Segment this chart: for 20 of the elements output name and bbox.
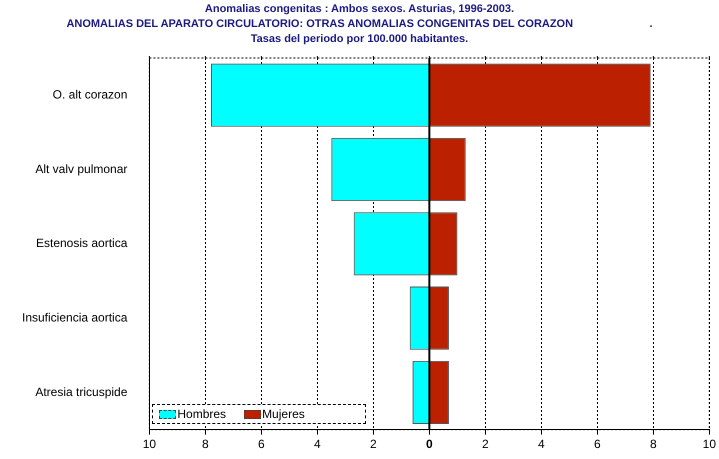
legend-label: Hombres <box>176 406 226 421</box>
y-tick-label: O. alt corazon <box>52 87 128 102</box>
y-tick-label: Estenosis aortica <box>36 236 128 250</box>
x-tick-label: 6 <box>258 437 266 452</box>
y-tick-label: Alt valv pulmonar <box>35 162 128 176</box>
x-tick-label: 10 <box>702 437 716 452</box>
chart-subtitle: ANOMALIAS DEL APARATO CIRCULATORIO: OTRAS ANOMALIAS CONGENITAS DEL CORAZON . Tasas del periodo por 100.000 habitantes. <box>65 17 654 47</box>
x-tick-label: 2 <box>370 437 378 452</box>
chart-title: Anomalias congenitas : Ambos sexos. Asturias, 1996-2003. <box>204 2 516 17</box>
x-tick-label: 2 <box>482 437 490 452</box>
x-tick-label: 0 <box>426 437 434 452</box>
legend-label: Mujeres <box>261 406 305 421</box>
x-tick-label: 4 <box>314 437 322 452</box>
y-tick-label: Insuficiencia aortica <box>22 310 128 324</box>
y-tick-label: Atresia tricuspide <box>35 384 128 399</box>
x-tick-label: 8 <box>650 437 657 452</box>
x-tick-label: 4 <box>538 437 545 452</box>
x-tick-label: 6 <box>594 437 601 452</box>
x-tick-label: 10 <box>142 437 156 452</box>
x-tick-label: 8 <box>202 437 210 452</box>
